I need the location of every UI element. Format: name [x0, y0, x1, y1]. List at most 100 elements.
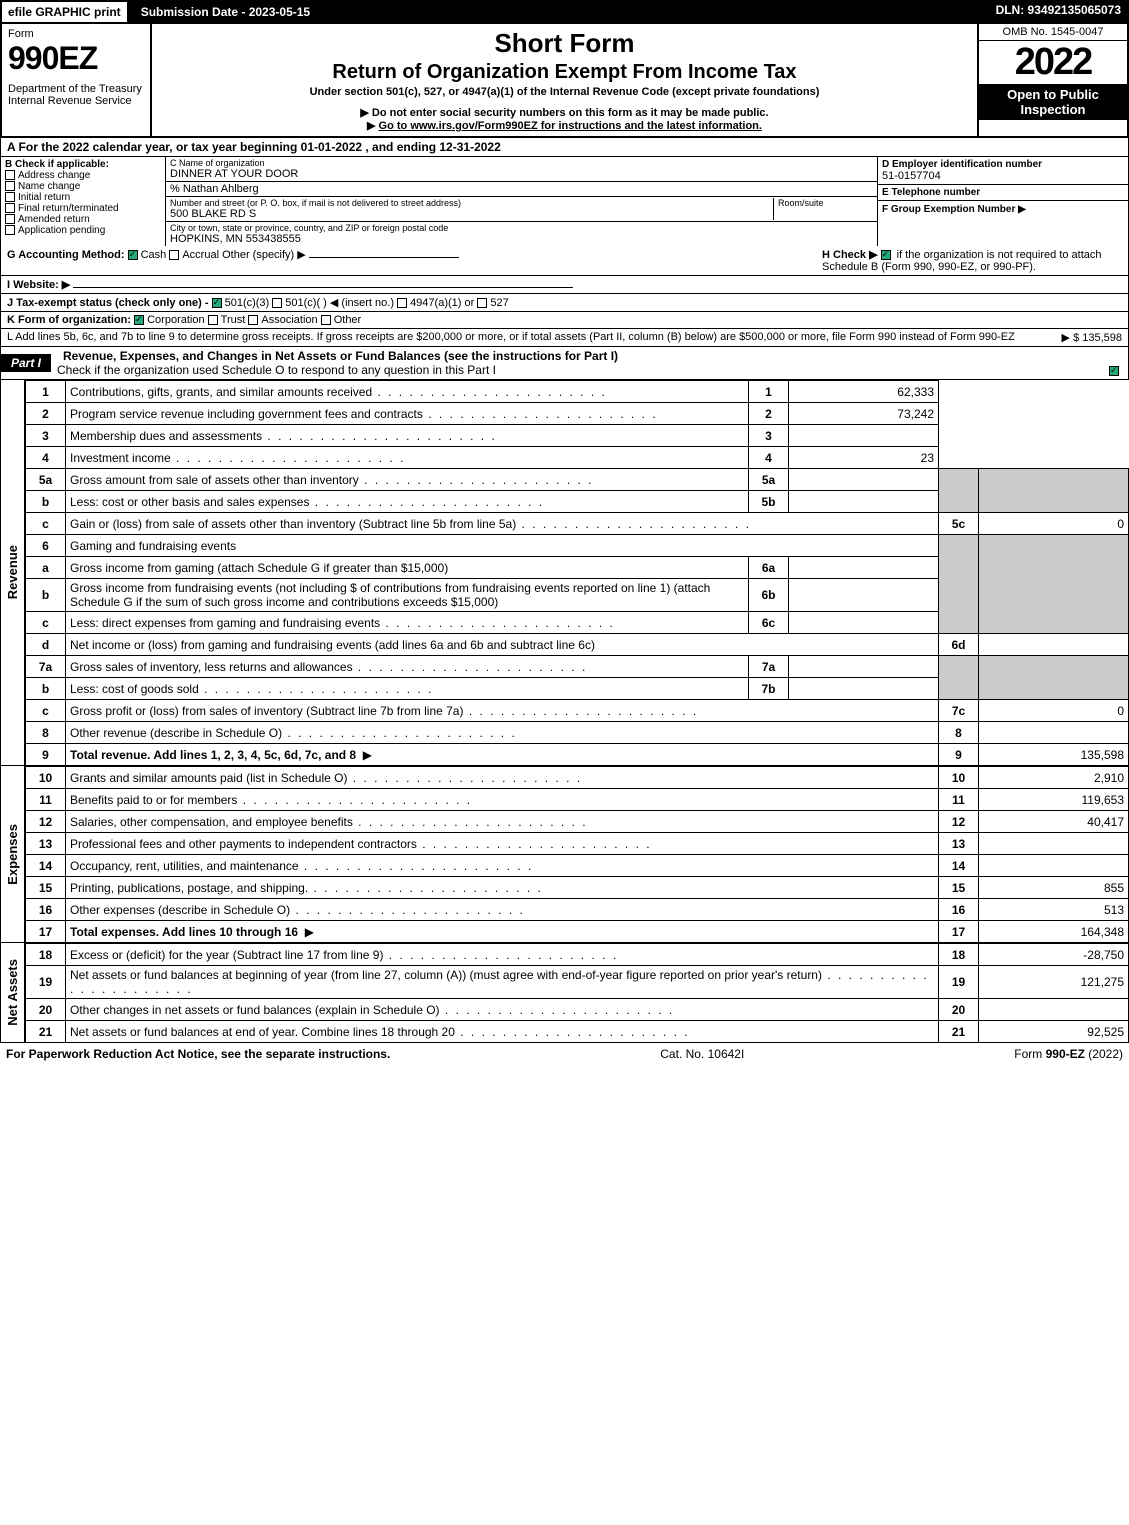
part-1-header: Part I Revenue, Expenses, and Changes in…	[0, 347, 1129, 380]
street-label: Number and street (or P. O. box, if mail…	[170, 198, 773, 208]
table-row: 14Occupancy, rent, utilities, and mainte…	[26, 855, 1129, 877]
inspection-notice: Open to Public Inspection	[979, 84, 1127, 120]
cb-schedule-o[interactable]	[1109, 366, 1119, 376]
row-l-gross-receipts: L Add lines 5b, 6c, and 7b to line 9 to …	[0, 329, 1129, 347]
dept-label: Department of the Treasury	[8, 83, 144, 95]
table-row: 20Other changes in net assets or fund ba…	[26, 999, 1129, 1021]
col-c-org-info: C Name of organization DINNER AT YOUR DO…	[166, 157, 878, 246]
col-d-e-f: D Employer identification number 51-0157…	[878, 157, 1128, 246]
table-row: 4Investment income423	[26, 447, 1129, 469]
ein-value: 51-0157704	[882, 170, 1124, 182]
table-row: 11Benefits paid to or for members11119,6…	[26, 789, 1129, 811]
b-title: B Check if applicable:	[5, 159, 161, 170]
long-title: Return of Organization Exempt From Incom…	[160, 61, 969, 84]
cb-other-org[interactable]	[321, 315, 331, 325]
table-row: 9Total revenue. Add lines 1, 2, 3, 4, 5c…	[26, 744, 1129, 766]
table-row: cGain or (loss) from sale of assets othe…	[26, 513, 1129, 535]
org-name: DINNER AT YOUR DOOR	[170, 168, 873, 180]
website-field[interactable]	[73, 287, 573, 288]
l-amount: ▶ $ 135,598	[1062, 331, 1122, 344]
table-row: 17Total expenses. Add lines 10 through 1…	[26, 921, 1129, 943]
cb-assoc[interactable]	[248, 315, 258, 325]
row-k-org-form: K Form of organization: Corporation Trus…	[0, 312, 1129, 329]
table-row: 1Contributions, gifts, grants, and simil…	[26, 381, 1129, 403]
col-b-checkboxes: B Check if applicable: Address change Na…	[1, 157, 166, 246]
cb-trust[interactable]	[208, 315, 218, 325]
h-label: H Check ▶	[822, 249, 878, 261]
table-row: 3Membership dues and assessments3	[26, 425, 1129, 447]
part-1-sub: Check if the organization used Schedule …	[57, 363, 496, 377]
table-row: dNet income or (loss) from gaming and fu…	[26, 634, 1129, 656]
cb-527[interactable]	[477, 298, 487, 308]
c-label: C Name of organization	[170, 158, 873, 168]
short-form-title: Short Form	[160, 28, 969, 59]
cb-4947[interactable]	[397, 298, 407, 308]
dln-number: DLN: 93492135065073	[988, 0, 1129, 24]
care-of: % Nathan Ahlberg	[166, 182, 877, 197]
omb-number: OMB No. 1545-0047	[979, 24, 1127, 41]
table-row: 16Other expenses (describe in Schedule O…	[26, 899, 1129, 921]
irs-label: Internal Revenue Service	[8, 95, 144, 107]
form-word: Form	[8, 28, 144, 40]
cb-amended-return[interactable]: Amended return	[5, 214, 161, 225]
row-g-h: G Accounting Method: Cash Accrual Other …	[0, 246, 1129, 276]
cb-corp[interactable]	[134, 315, 144, 325]
table-row: 8Other revenue (describe in Schedule O)8	[26, 722, 1129, 744]
top-bar: efile GRAPHIC print Submission Date - 20…	[0, 0, 1129, 24]
row-i-website: I Website: ▶	[0, 276, 1129, 294]
table-row: 13Professional fees and other payments t…	[26, 833, 1129, 855]
table-row: 7aGross sales of inventory, less returns…	[26, 656, 1129, 678]
city-state-zip: HOPKINS, MN 553438555	[170, 233, 873, 245]
l-text: L Add lines 5b, 6c, and 7b to line 9 to …	[7, 331, 1062, 344]
net-assets-side-label: Net Assets	[5, 959, 20, 1026]
cb-accrual[interactable]	[169, 250, 179, 260]
footer-right: Form 990-EZ (2022)	[1014, 1047, 1123, 1061]
net-assets-section: Net Assets 18Excess or (deficit) for the…	[0, 943, 1129, 1043]
expenses-table: 10Grants and similar amounts paid (list …	[25, 766, 1129, 943]
table-row: 19Net assets or fund balances at beginni…	[26, 966, 1129, 999]
footer-mid: Cat. No. 10642I	[660, 1047, 744, 1061]
e-label: E Telephone number	[882, 187, 1124, 198]
g-label: G Accounting Method:	[7, 249, 125, 261]
table-row: 18Excess or (deficit) for the year (Subt…	[26, 944, 1129, 966]
cb-address-change[interactable]: Address change	[5, 170, 161, 181]
revenue-section: Revenue 1Contributions, gifts, grants, a…	[0, 380, 1129, 766]
table-row: 2Program service revenue including gover…	[26, 403, 1129, 425]
cb-application-pending[interactable]: Application pending	[5, 225, 161, 236]
table-row: 10Grants and similar amounts paid (list …	[26, 767, 1129, 789]
goto-link[interactable]: Go to www.irs.gov/Form990EZ for instruct…	[160, 119, 969, 132]
efile-print-button[interactable]: efile GRAPHIC print	[0, 0, 129, 24]
expenses-section: Expenses 10Grants and similar amounts pa…	[0, 766, 1129, 943]
d-label: D Employer identification number	[882, 159, 1124, 170]
cb-cash[interactable]	[128, 250, 138, 260]
cb-501c3[interactable]	[212, 298, 222, 308]
row-j-tax-exempt: J Tax-exempt status (check only one) - 5…	[0, 294, 1129, 312]
entity-info-grid: B Check if applicable: Address change Na…	[0, 157, 1129, 246]
tax-year: 2022	[979, 41, 1127, 84]
footer-left: For Paperwork Reduction Act Notice, see …	[6, 1047, 390, 1061]
city-label: City or town, state or province, country…	[170, 223, 873, 233]
revenue-table: 1Contributions, gifts, grants, and simil…	[25, 380, 1129, 766]
table-row: 5aGross amount from sale of assets other…	[26, 469, 1129, 491]
revenue-side-label: Revenue	[5, 545, 20, 599]
cb-final-return[interactable]: Final return/terminated	[5, 203, 161, 214]
table-row: 21Net assets or fund balances at end of …	[26, 1021, 1129, 1043]
cb-initial-return[interactable]: Initial return	[5, 192, 161, 203]
cb-501c[interactable]	[272, 298, 282, 308]
cb-h[interactable]	[881, 250, 891, 260]
under-section: Under section 501(c), 527, or 4947(a)(1)…	[160, 86, 969, 98]
cb-name-change[interactable]: Name change	[5, 181, 161, 192]
row-a-period: A For the 2022 calendar year, or tax yea…	[0, 138, 1129, 157]
part-1-tag: Part I	[1, 354, 51, 372]
submission-date: Submission Date - 2023-05-15	[129, 0, 322, 24]
expenses-side-label: Expenses	[5, 824, 20, 885]
form-header: Form 990EZ Department of the Treasury In…	[0, 24, 1129, 138]
table-row: 15Printing, publications, postage, and s…	[26, 877, 1129, 899]
room-suite-label: Room/suite	[773, 198, 873, 220]
table-row: 6Gaming and fundraising events	[26, 535, 1129, 557]
page-footer: For Paperwork Reduction Act Notice, see …	[0, 1043, 1129, 1065]
table-row: cGross profit or (loss) from sales of in…	[26, 700, 1129, 722]
table-row: 12Salaries, other compensation, and empl…	[26, 811, 1129, 833]
net-assets-table: 18Excess or (deficit) for the year (Subt…	[25, 943, 1129, 1043]
street-address: 500 BLAKE RD S	[170, 208, 773, 220]
